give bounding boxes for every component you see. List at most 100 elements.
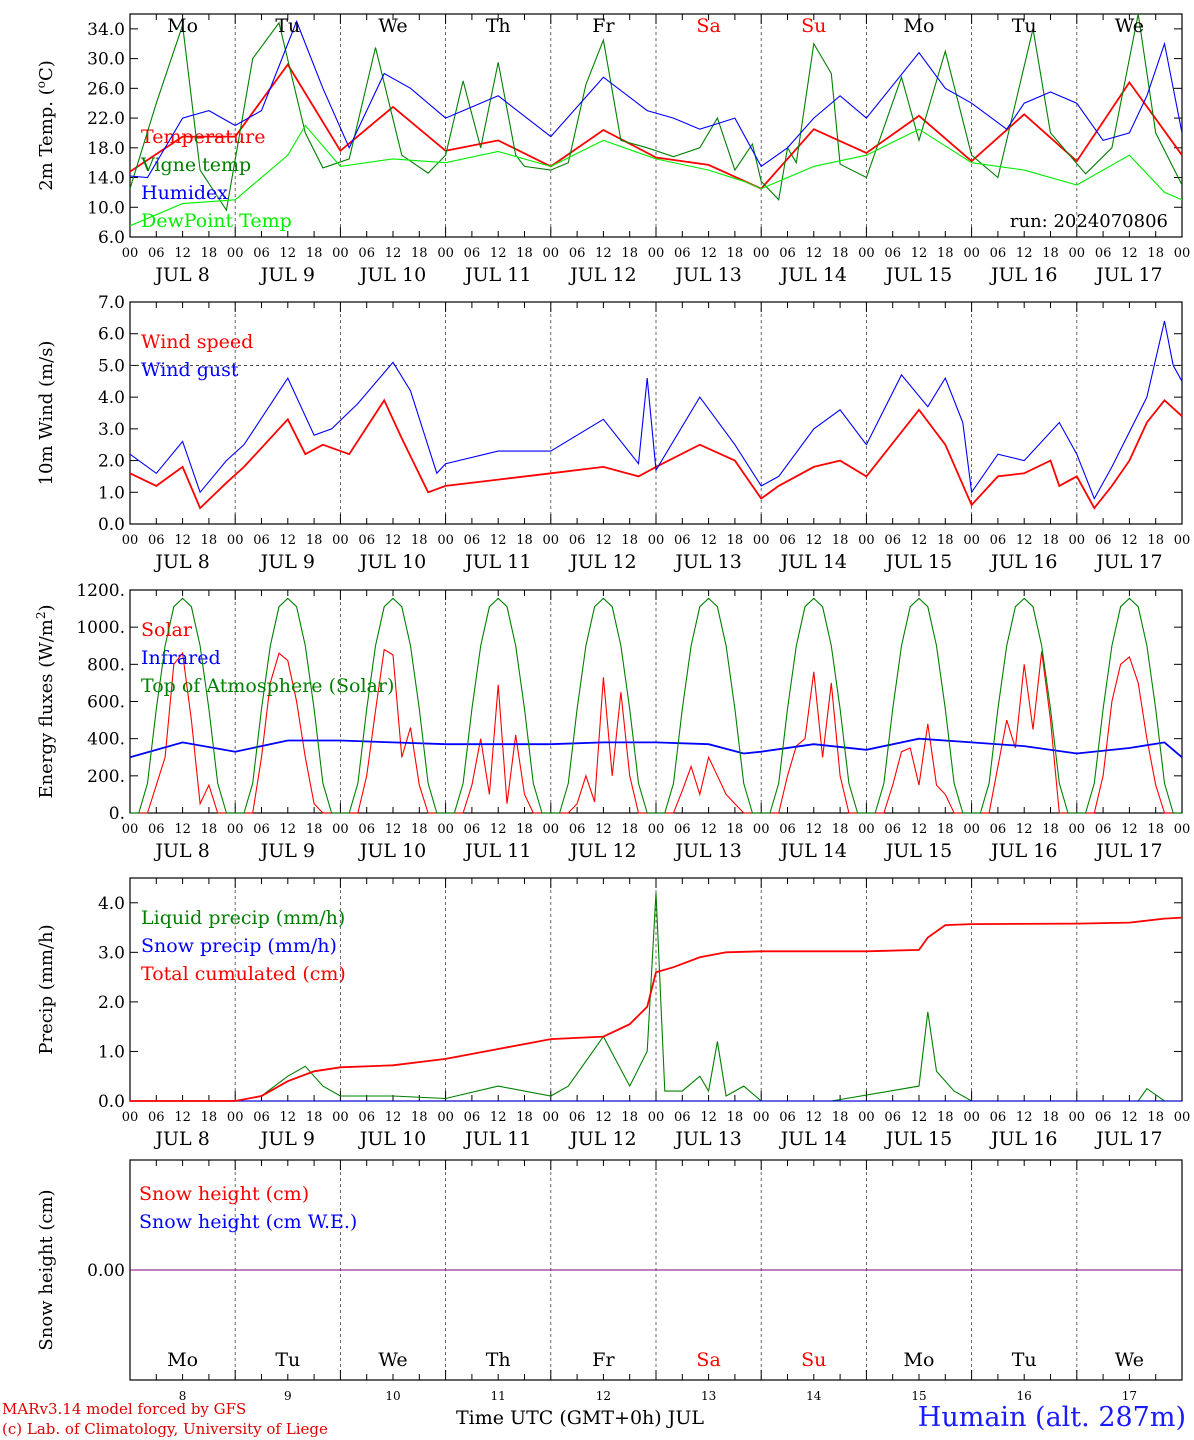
hour-tick-label: 00: [1174, 533, 1191, 548]
hour-tick-label: 12: [1016, 822, 1033, 837]
hour-tick-label: 06: [1095, 533, 1112, 548]
hour-tick-label: 18: [727, 1110, 744, 1125]
hour-tick-label: 06: [148, 533, 165, 548]
hour-tick-label: 00: [122, 246, 139, 261]
date-label: JUL 15: [884, 1128, 952, 1150]
series-line-2: [129, 19, 1183, 179]
hour-tick-label: 06: [674, 533, 691, 548]
legend-entry: Total cumulated (cm): [141, 963, 346, 985]
run-annotation: run: 2024070806: [1010, 211, 1168, 232]
hour-tick-label: 12: [490, 533, 507, 548]
hour-tick-label: 12: [385, 822, 402, 837]
y-tick-label: 0.00: [87, 1261, 125, 1281]
y-tick-label: 0.: [109, 804, 125, 824]
y-tick-label: 0.0: [98, 1092, 125, 1112]
date-label: JUL 12: [568, 264, 636, 286]
weekday-label: Mo: [167, 1349, 198, 1371]
station-name: Humain (alt. 287m): [917, 1402, 1186, 1433]
date-label: JUL 17: [1094, 1128, 1162, 1150]
hour-tick-label: 12: [174, 246, 191, 261]
hour-tick-label: 18: [937, 533, 954, 548]
date-label: JUL 8: [153, 1128, 209, 1150]
hour-tick-label: 00: [1174, 246, 1191, 261]
legend-entry: Wind gust: [141, 359, 239, 381]
hour-tick-label: 18: [1147, 1110, 1164, 1125]
hour-tick-label: 12: [911, 822, 928, 837]
hour-tick-label: 06: [148, 246, 165, 261]
hour-tick-label: 06: [148, 1110, 165, 1125]
hour-tick-label: 18: [727, 246, 744, 261]
date-label: JUL 13: [673, 551, 741, 573]
hour-tick-label: 00: [543, 822, 560, 837]
series-line-3: [129, 124, 1183, 227]
hour-tick-label: 06: [990, 1110, 1007, 1125]
weekday-label: Fr: [592, 1349, 615, 1371]
hour-tick-label: 00: [963, 246, 980, 261]
day-number-label: 12: [596, 1389, 611, 1403]
hour-tick-label: 12: [385, 1110, 402, 1125]
hour-tick-label: 18: [516, 533, 533, 548]
weekday-label: Su: [801, 15, 826, 37]
legend-entry: Vigne temp: [140, 154, 251, 176]
hour-tick-label: 12: [911, 533, 928, 548]
date-label: JUL 17: [1094, 840, 1162, 862]
hour-tick-label: 00: [1069, 1110, 1086, 1125]
hour-tick-label: 00: [753, 1110, 770, 1125]
hour-tick-label: 00: [332, 533, 349, 548]
hour-tick-label: 00: [543, 533, 560, 548]
hour-tick-label: 06: [464, 246, 481, 261]
series-line-2: [130, 597, 1182, 814]
series-line-1: [129, 13, 1183, 212]
hour-tick-label: 06: [884, 246, 901, 261]
hour-tick-label: 06: [464, 1110, 481, 1125]
hour-tick-label: 06: [569, 1110, 586, 1125]
date-label: JUL 10: [358, 551, 426, 573]
hour-tick-label: 06: [358, 1110, 375, 1125]
hour-tick-label: 18: [306, 533, 323, 548]
hour-tick-label: 00: [122, 822, 139, 837]
day-number-label: 8: [179, 1389, 187, 1403]
hour-tick-label: 06: [779, 533, 796, 548]
hour-tick-label: 12: [280, 533, 297, 548]
hour-tick-label: 12: [280, 246, 297, 261]
hour-tick-label: 12: [806, 533, 823, 548]
hour-tick-label: 06: [674, 246, 691, 261]
y-tick-label: 7.0: [98, 293, 125, 313]
hour-tick-label: 00: [332, 1110, 349, 1125]
y-tick-label: 4.0: [98, 894, 125, 914]
hour-tick-label: 18: [1042, 533, 1059, 548]
panel-1: 6.0 10.0 14.0 18.0 22.0 26.0 30.0 34.0 2m Temp. …: [34, 13, 1191, 286]
hour-tick-label: 00: [858, 1110, 875, 1125]
hour-tick-label: 00: [753, 246, 770, 261]
hour-tick-label: 12: [911, 1110, 928, 1125]
hour-tick-label: 06: [148, 822, 165, 837]
hour-tick-label: 18: [411, 533, 428, 548]
hour-tick-label: 06: [990, 533, 1007, 548]
y-tick-label: 18.0: [87, 139, 125, 159]
hour-tick-label: 12: [1121, 822, 1138, 837]
hour-tick-label: 18: [411, 822, 428, 837]
hour-tick-label: 06: [569, 822, 586, 837]
weekday-label: Mo: [167, 15, 198, 37]
hour-tick-label: 12: [806, 246, 823, 261]
hour-tick-label: 18: [832, 1110, 849, 1125]
hour-tick-label: 06: [569, 533, 586, 548]
date-label: JUL 12: [568, 1128, 636, 1150]
date-label: JUL 16: [989, 840, 1057, 862]
hour-tick-label: 00: [227, 533, 244, 548]
hour-tick-label: 12: [1016, 533, 1033, 548]
date-label: JUL 9: [259, 551, 315, 573]
hour-tick-label: 18: [1147, 822, 1164, 837]
hour-tick-label: 18: [201, 822, 218, 837]
hour-tick-label: 06: [358, 822, 375, 837]
hour-tick-label: 18: [201, 1110, 218, 1125]
legend-entry: DewPoint Temp: [141, 210, 292, 232]
weekday-label: We: [1115, 1349, 1144, 1371]
hour-tick-label: 06: [779, 822, 796, 837]
y-axis-title: Snow height (cm): [36, 1189, 57, 1350]
hour-tick-label: 06: [674, 1110, 691, 1125]
date-label: JUL 10: [358, 1128, 426, 1150]
y-tick-label: 2.0: [98, 452, 125, 472]
hour-tick-label: 06: [464, 822, 481, 837]
